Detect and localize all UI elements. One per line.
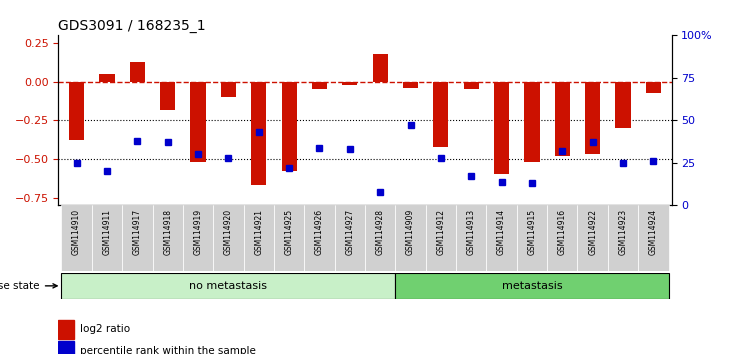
Bar: [585, 82, 600, 154]
Bar: [251, 82, 266, 185]
FancyBboxPatch shape: [365, 205, 396, 271]
FancyBboxPatch shape: [122, 205, 153, 271]
Text: GSM114911: GSM114911: [102, 209, 112, 255]
Bar: [220, 82, 236, 97]
Bar: [494, 82, 510, 175]
Bar: [69, 82, 84, 141]
Text: GSM114917: GSM114917: [133, 209, 142, 255]
FancyBboxPatch shape: [608, 205, 638, 271]
Bar: [312, 82, 327, 90]
FancyBboxPatch shape: [334, 205, 365, 271]
FancyBboxPatch shape: [61, 273, 396, 299]
Bar: [434, 82, 448, 147]
Text: GSM114916: GSM114916: [558, 209, 566, 255]
Bar: [191, 82, 206, 162]
Bar: [555, 82, 570, 156]
Text: GSM114910: GSM114910: [72, 209, 81, 255]
FancyBboxPatch shape: [456, 205, 486, 271]
Text: GSM114915: GSM114915: [528, 209, 537, 255]
FancyBboxPatch shape: [182, 205, 213, 271]
Bar: [524, 82, 539, 162]
FancyBboxPatch shape: [396, 205, 426, 271]
Text: percentile rank within the sample: percentile rank within the sample: [80, 346, 256, 354]
Text: GSM114914: GSM114914: [497, 209, 506, 255]
FancyBboxPatch shape: [486, 205, 517, 271]
Bar: [58, 341, 74, 354]
Text: GSM114921: GSM114921: [254, 209, 264, 255]
Text: GSM114928: GSM114928: [376, 209, 385, 255]
FancyBboxPatch shape: [548, 205, 577, 271]
FancyBboxPatch shape: [426, 205, 456, 271]
Bar: [99, 74, 115, 82]
Text: GSM114919: GSM114919: [193, 209, 202, 255]
Bar: [372, 54, 388, 82]
Text: GDS3091 / 168235_1: GDS3091 / 168235_1: [58, 19, 206, 33]
Text: disease state: disease state: [0, 281, 57, 291]
FancyBboxPatch shape: [244, 205, 274, 271]
FancyBboxPatch shape: [517, 205, 548, 271]
FancyBboxPatch shape: [153, 205, 182, 271]
Text: no metastasis: no metastasis: [189, 281, 267, 291]
Text: GSM114913: GSM114913: [466, 209, 476, 255]
Text: GSM114920: GSM114920: [224, 209, 233, 255]
FancyBboxPatch shape: [61, 205, 92, 271]
Bar: [282, 82, 296, 171]
Bar: [403, 82, 418, 88]
Bar: [646, 82, 661, 92]
Bar: [615, 82, 631, 128]
Text: log2 ratio: log2 ratio: [80, 324, 130, 335]
Text: GSM114909: GSM114909: [406, 209, 415, 255]
FancyBboxPatch shape: [396, 273, 669, 299]
Text: GSM114923: GSM114923: [618, 209, 628, 255]
FancyBboxPatch shape: [638, 205, 669, 271]
Text: GSM114918: GSM114918: [164, 209, 172, 255]
Text: GSM114924: GSM114924: [649, 209, 658, 255]
FancyBboxPatch shape: [304, 205, 334, 271]
Bar: [58, 320, 74, 339]
Bar: [342, 82, 358, 85]
Bar: [464, 82, 479, 90]
Text: GSM114926: GSM114926: [315, 209, 324, 255]
Text: GSM114922: GSM114922: [588, 209, 597, 255]
FancyBboxPatch shape: [577, 205, 608, 271]
Bar: [160, 82, 175, 109]
FancyBboxPatch shape: [274, 205, 304, 271]
FancyBboxPatch shape: [213, 205, 244, 271]
Bar: [130, 62, 145, 82]
Text: GSM114925: GSM114925: [285, 209, 293, 255]
FancyBboxPatch shape: [92, 205, 122, 271]
Text: metastasis: metastasis: [502, 281, 562, 291]
Text: GSM114927: GSM114927: [345, 209, 354, 255]
Text: GSM114912: GSM114912: [437, 209, 445, 255]
